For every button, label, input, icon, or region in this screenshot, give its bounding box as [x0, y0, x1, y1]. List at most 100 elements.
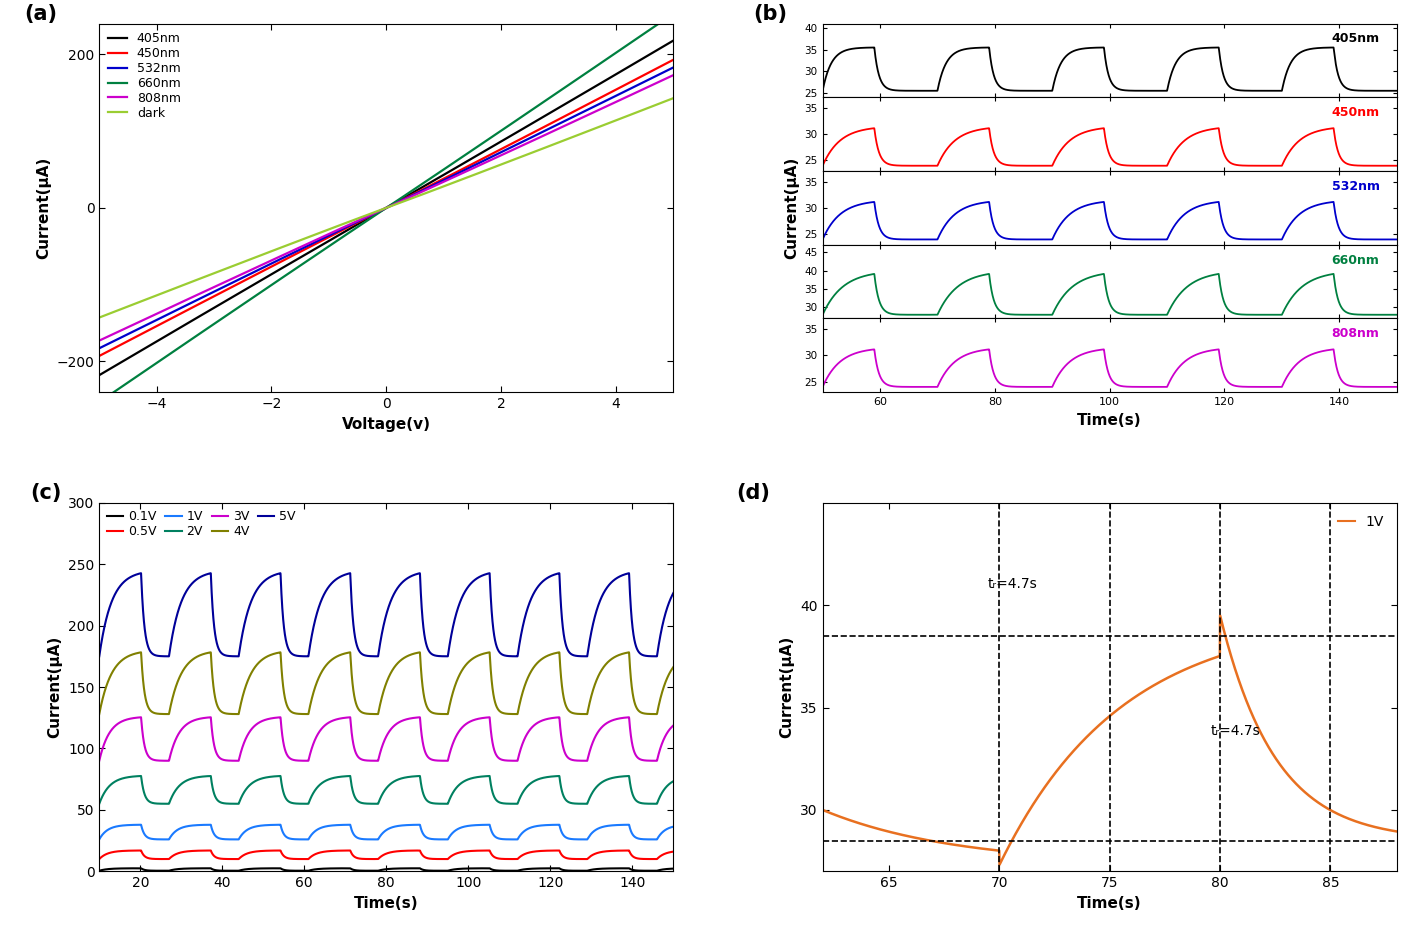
Text: 808nm: 808nm: [1332, 327, 1380, 340]
Line: 808nm: 808nm: [99, 75, 674, 341]
660nm: [665, 8, 682, 20]
Text: 660nm: 660nm: [1332, 253, 1380, 267]
660nm: [160, 349, 177, 361]
Line: 0.1V: 0.1V: [99, 869, 674, 870]
450nm: [91, 350, 108, 362]
0.1V: [336, 863, 353, 874]
5V: [363, 651, 380, 662]
405nm: [665, 35, 682, 46]
808nm: [508, 142, 525, 154]
Line: 4V: 4V: [99, 652, 674, 714]
0.5V: [648, 853, 665, 865]
405nm: [160, 329, 177, 340]
3V: [665, 720, 682, 731]
0.1V: [618, 863, 635, 874]
Line: 405nm: 405nm: [99, 41, 674, 375]
532nm: [278, 251, 295, 262]
5V: [618, 568, 635, 579]
450nm: [278, 253, 295, 265]
Line: 0.5V: 0.5V: [99, 851, 674, 859]
808nm: [505, 144, 522, 155]
660nm: [508, 115, 525, 126]
2V: [665, 775, 682, 787]
Legend: 405nm, 450nm, 532nm, 660nm, 808nm, dark: 405nm, 450nm, 532nm, 660nm, 808nm, dark: [105, 30, 183, 122]
Y-axis label: Current(μA): Current(μA): [784, 156, 798, 259]
X-axis label: Voltage(v): Voltage(v): [342, 416, 431, 431]
3V: [336, 712, 353, 723]
X-axis label: Time(s): Time(s): [354, 896, 418, 911]
5V: [332, 571, 349, 582]
532nm: [508, 139, 525, 151]
4V: [508, 708, 525, 720]
808nm: [91, 335, 108, 347]
2V: [363, 798, 380, 809]
405nm: [278, 260, 295, 271]
Line: dark: dark: [99, 98, 674, 317]
1V: [665, 821, 682, 833]
660nm: [278, 269, 295, 281]
5V: [508, 651, 525, 662]
Text: (d): (d): [736, 483, 770, 503]
450nm: [508, 136, 525, 147]
0.5V: [618, 845, 635, 856]
4V: [342, 646, 359, 658]
1V: [363, 834, 380, 845]
Line: 450nm: 450nm: [99, 59, 674, 356]
808nm: [160, 302, 177, 314]
2V: [648, 798, 665, 809]
0.1V: [665, 863, 682, 874]
450nm: [318, 233, 335, 244]
0.1V: [332, 863, 349, 874]
Line: 660nm: 660nm: [99, 14, 674, 402]
dark: [505, 154, 522, 166]
532nm: [452, 167, 469, 178]
0.5V: [91, 853, 108, 865]
3V: [648, 755, 665, 767]
5V: [91, 651, 108, 662]
0.5V: [342, 845, 359, 856]
5V: [336, 569, 353, 580]
2V: [336, 771, 353, 782]
Text: 450nm: 450nm: [1332, 106, 1380, 119]
Line: 532nm: 532nm: [99, 68, 674, 349]
2V: [618, 771, 635, 782]
3V: [91, 755, 108, 767]
532nm: [505, 140, 522, 152]
Line: 2V: 2V: [99, 776, 674, 804]
0.5V: [508, 853, 525, 865]
660nm: [452, 153, 469, 164]
Legend: 0.1V, 0.5V, 1V, 2V, 3V, 4V, 5V: 0.1V, 0.5V, 1V, 2V, 3V, 4V, 5V: [105, 509, 296, 540]
1V: [336, 820, 353, 831]
660nm: [318, 242, 335, 253]
1V: [618, 820, 635, 831]
1V: [91, 834, 108, 845]
450nm: [665, 54, 682, 65]
405nm: [508, 127, 525, 138]
5V: [342, 567, 359, 578]
3V: [618, 712, 635, 723]
1V: [342, 820, 359, 831]
4V: [336, 648, 353, 659]
Y-axis label: Current(μA): Current(μA): [780, 636, 794, 739]
0.5V: [665, 846, 682, 857]
dark: [508, 153, 525, 164]
405nm: [318, 236, 335, 248]
Text: tᵣ=4.7s: tᵣ=4.7s: [987, 577, 1037, 591]
0.1V: [363, 865, 380, 876]
Text: tᵣ=4.7s: tᵣ=4.7s: [1211, 724, 1261, 739]
3V: [342, 711, 359, 723]
dark: [318, 224, 335, 236]
Line: 3V: 3V: [99, 717, 674, 761]
2V: [508, 798, 525, 809]
808nm: [452, 169, 469, 180]
808nm: [665, 70, 682, 81]
1V: [648, 834, 665, 845]
X-axis label: Time(s): Time(s): [1078, 413, 1141, 428]
Legend: 1V: 1V: [1333, 510, 1390, 535]
0.1V: [648, 865, 665, 876]
dark: [665, 92, 682, 104]
0.5V: [332, 845, 349, 856]
405nm: [505, 128, 522, 139]
450nm: [505, 137, 522, 148]
1V: [508, 834, 525, 845]
